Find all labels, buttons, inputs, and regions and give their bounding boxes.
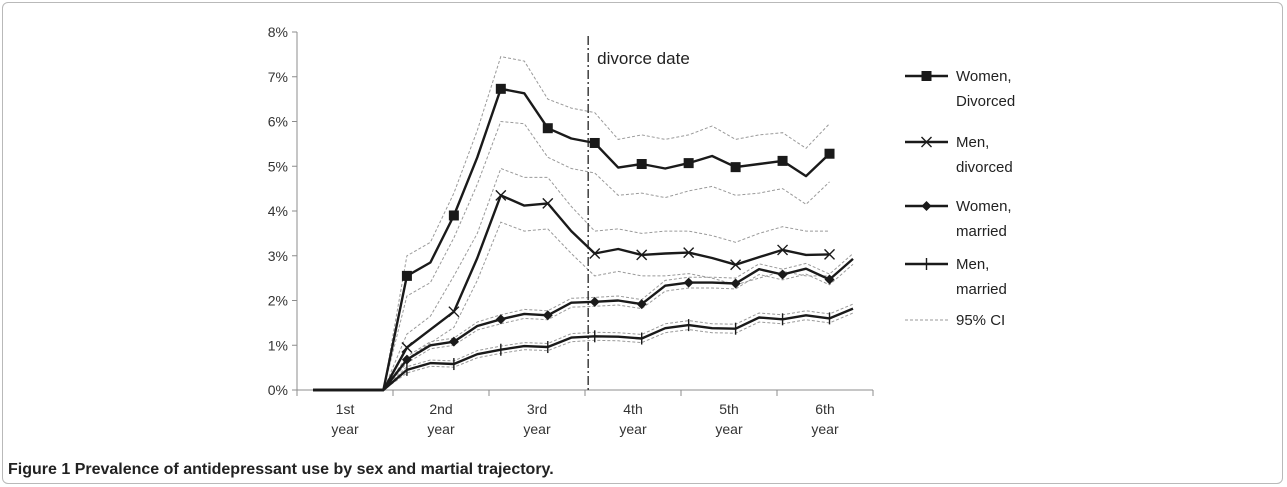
y-tick-label: 5% <box>268 158 288 174</box>
ci-line <box>313 221 830 391</box>
data-point-x <box>448 306 460 318</box>
data-point-x <box>495 189 507 201</box>
data-point-diamond <box>730 278 741 289</box>
x-tick-label: 1st year <box>331 401 359 437</box>
ci-line <box>313 253 854 391</box>
data-point-diamond <box>683 277 694 288</box>
data-point-diamond <box>542 310 553 321</box>
data-point-x <box>777 244 789 256</box>
legend-label: Men, divorced <box>956 134 1013 176</box>
data-point-square <box>921 71 932 81</box>
y-tick-label: 7% <box>268 69 288 85</box>
divorce-date-label: divorce date <box>597 49 690 68</box>
data-point-diamond <box>589 296 600 307</box>
data-point-x <box>401 341 413 353</box>
series-lines <box>313 83 854 392</box>
legend-label: Men, married <box>956 256 1007 298</box>
ci-line <box>313 56 830 391</box>
data-point-diamond <box>495 314 506 325</box>
figure-caption: Figure 1 Prevalence of antidepressant us… <box>8 461 554 479</box>
data-point-square <box>542 123 553 134</box>
chart-legend: Women, Divorced Men, divorced Women, married M… <box>905 68 1015 329</box>
data-point-square <box>683 158 694 169</box>
ci-line <box>313 312 854 391</box>
data-point-square <box>824 148 835 159</box>
data-point-diamond <box>777 269 788 280</box>
data-point-square <box>730 162 741 173</box>
chart-axes: 0% 1% 2% 3% 4% 5% 6% 7% 8% 1st year 2nd year 3rd year 4… <box>268 24 874 437</box>
data-point-x <box>824 248 836 260</box>
data-point-diamond <box>401 354 412 365</box>
data-point-square <box>589 137 600 148</box>
y-tick-label: 0% <box>268 382 288 398</box>
figure-caption-text: Prevalence of antidepressant use by sex … <box>74 461 554 478</box>
ci-line <box>313 120 830 391</box>
y-tick-label: 8% <box>268 24 288 40</box>
data-point-x <box>542 197 554 209</box>
y-tick-label: 1% <box>268 337 288 353</box>
data-point-x <box>636 249 648 261</box>
y-tick-label: 6% <box>268 114 288 130</box>
figure-caption-label: Figure 1 <box>8 461 71 478</box>
y-tick-label: 4% <box>268 203 288 219</box>
data-point-diamond <box>448 336 459 347</box>
x-tick-label: 2nd year <box>427 401 455 437</box>
data-point-square <box>495 83 506 94</box>
legend-label: Women, married <box>956 198 1012 240</box>
x-tick-label: 3rd year <box>523 401 551 437</box>
ci-line <box>313 167 830 391</box>
x-tick-label: 5th year <box>715 401 743 437</box>
series-line <box>313 307 854 392</box>
data-point-diamond <box>921 201 932 211</box>
y-tick-label: 2% <box>268 293 288 309</box>
series-line <box>313 257 854 392</box>
x-tick-label: 4th year <box>619 401 647 437</box>
data-point-square <box>401 270 412 281</box>
x-tick-label: 6th year <box>811 401 839 437</box>
series-line <box>313 194 830 392</box>
data-point-diamond <box>636 299 647 310</box>
data-point-x <box>589 248 601 260</box>
data-point-square <box>636 159 647 170</box>
data-point-square <box>777 155 788 166</box>
data-point-x <box>730 259 742 271</box>
divorce-date-annotation: divorce date <box>587 36 690 390</box>
data-point-x <box>683 247 695 259</box>
ci-line <box>313 263 854 391</box>
y-tick-label: 3% <box>268 248 288 264</box>
ci-line <box>313 303 854 391</box>
data-point-x <box>921 136 932 148</box>
legend-label: 95% CI <box>956 312 1005 329</box>
data-point-diamond <box>824 274 835 285</box>
data-point-square <box>448 210 459 221</box>
legend-label: Women, Divorced <box>956 68 1015 110</box>
series-line <box>313 87 831 392</box>
